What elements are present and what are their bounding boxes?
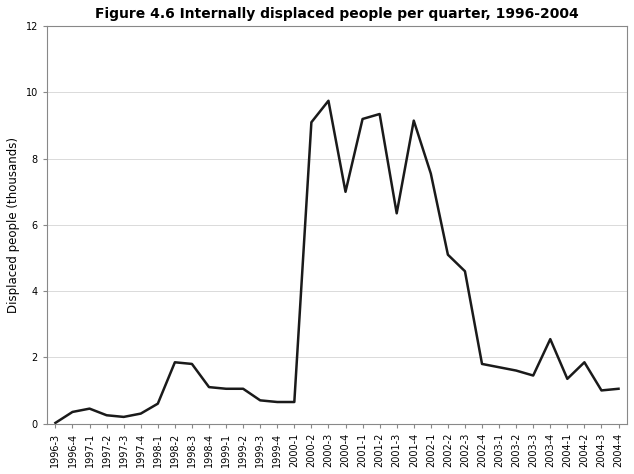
Title: Figure 4.6 Internally displaced people per quarter, 1996-2004: Figure 4.6 Internally displaced people p… bbox=[95, 7, 579, 21]
Y-axis label: Displaced people (thousands): Displaced people (thousands) bbox=[7, 137, 20, 313]
